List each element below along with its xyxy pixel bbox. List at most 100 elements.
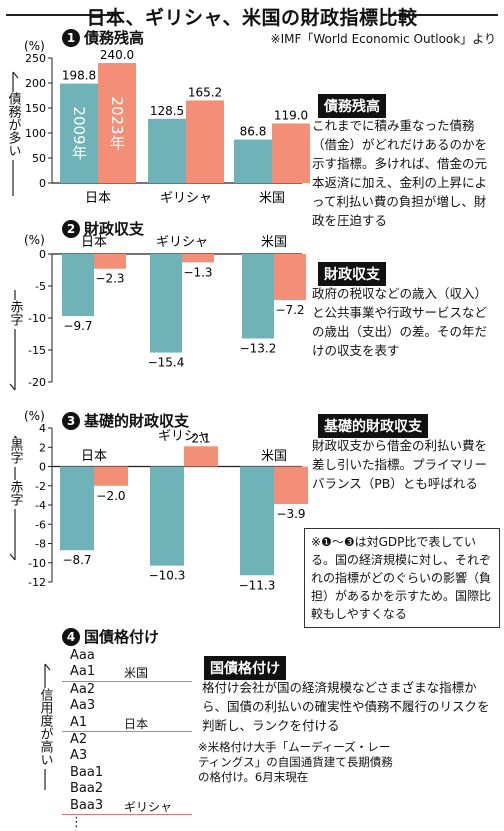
- rating-country-label: 日本: [124, 716, 149, 731]
- bar: [184, 446, 218, 467]
- bar-value-label: −13.2: [240, 341, 277, 355]
- bar: [272, 123, 310, 183]
- rating-level-label: Aaa: [70, 648, 95, 663]
- category-label: 米国: [259, 191, 285, 206]
- bar: [62, 254, 94, 317]
- rating-level-label: Baa1: [70, 764, 104, 780]
- bar: [94, 254, 126, 269]
- bar-value-label: 165.2: [188, 85, 222, 99]
- section-number-badge: 1: [62, 28, 80, 47]
- primary-description: 財政収支から借金の利払い費を差し引いた指標。プライマリーバランス（PB）とも呼ば…: [312, 438, 488, 491]
- rating-level-row: A1 日本: [62, 715, 192, 732]
- bar: [186, 100, 224, 183]
- debt-chart: (%) 0 50 100 150 200 250 198.8 240.0 日本 128.5 165.2…: [24, 40, 310, 206]
- bar-value-label: 240.0: [100, 48, 134, 62]
- source-note: ※IMF「World Economic Outlook」より: [270, 32, 496, 46]
- section-number-badge: 4: [62, 627, 80, 646]
- rating-country-label: ギリシャ: [124, 799, 173, 814]
- section-number-badge: 2: [62, 219, 80, 238]
- title-rule-right: [388, 14, 498, 16]
- rating-level-row: Aa3: [62, 698, 192, 714]
- balance-side-label: 赤字: [8, 300, 23, 329]
- bar-value-label: 2.1: [191, 431, 210, 445]
- bar: [234, 139, 272, 183]
- bar-value-label: 119.0: [274, 109, 308, 123]
- y-tick-label: -20: [28, 376, 46, 389]
- bar: [150, 254, 182, 353]
- bar: [98, 63, 136, 183]
- rating-level-label: Baa2: [70, 781, 104, 797]
- y-tick-label: 150: [25, 102, 46, 115]
- rating-level-row: Baa3 ギリシャ: [62, 798, 192, 815]
- bar-value-label: 86.8: [240, 125, 267, 139]
- bar-value-label: 198.8: [62, 69, 96, 83]
- rating-level-row: Baa2: [62, 781, 192, 797]
- gdp-ratio-note: ※❶〜❸は対GDP比で表している。国の経済規模に対し、それぞれの指標がどのぐらい…: [304, 528, 500, 628]
- bar: [240, 466, 274, 576]
- bar-value-label: −15.4: [148, 356, 185, 370]
- rating-side-label: 信用度が高い: [38, 688, 53, 769]
- y-axis-unit: (%): [24, 410, 45, 423]
- section-number-badge: 3: [62, 411, 80, 430]
- section-title-text: 国債格付け: [84, 628, 160, 646]
- rating-footnote: ※米格付け大手「ムーディーズ・レーティングス」の自国通貨建て長期債務の格付け。6…: [198, 740, 393, 784]
- rating-level-row: A2: [62, 732, 192, 748]
- bar-value-label: 128.5: [150, 104, 184, 118]
- section-title-text: 財政収支: [84, 220, 145, 238]
- bar: [274, 254, 306, 301]
- rating-level-row: Aa2: [62, 682, 192, 698]
- y-tick-label: 0: [39, 177, 46, 190]
- y-tick-label: -6: [35, 518, 46, 531]
- infographic-page: 日本、ギリシャ、米国の財政指標比較 ※IMF「World Economic Ou…: [6, 7, 500, 830]
- section-balance-title: 2 財政収支: [62, 218, 144, 239]
- rating-box-heading: 国債格付け: [204, 656, 286, 680]
- rating-country-label: 米国: [124, 666, 149, 681]
- rating-level-label: A1: [70, 714, 88, 730]
- category-label: 米国: [261, 235, 287, 250]
- y-tick-label: 0: [39, 461, 46, 474]
- balance-box-heading: 財政収支: [318, 262, 386, 286]
- rating-level-label: ⋮: [70, 814, 83, 830]
- primary-balance-chart: (%)4 2 0 -2 -4 -6 -8 -10 -12 −8.7 −2.0 日本 −10.3 2.1ギリ…: [24, 410, 308, 592]
- y-tick-label: 50: [32, 152, 46, 165]
- category-label: 米国: [261, 449, 287, 464]
- y-tick-label: -12: [28, 576, 46, 589]
- rating-level-label: Aa2: [70, 681, 96, 697]
- rating-scale: Aaa Aa1 米国 Aa2 Aa3 A1 日本 A2 A3 Baa1 Baa2 Baa3 ギリシャ ⋮: [62, 648, 192, 831]
- y-axis-unit: (%): [24, 40, 45, 53]
- debt-description: これまでに積み重なった債務（借金）がどれだけあるのかを示す指標。多ければ、借金の…: [312, 118, 488, 228]
- legend-series-label: 2023年: [108, 96, 126, 149]
- bar-value-label: −9.7: [63, 319, 92, 333]
- bar-value-label: −8.7: [62, 553, 91, 567]
- category-label: 日本: [81, 449, 107, 464]
- category-label: ギリシャ: [160, 191, 212, 206]
- bar: [242, 254, 274, 339]
- bar-value-label: −3.9: [276, 507, 305, 521]
- primary-box-heading: 基礎的財政収支: [318, 414, 428, 438]
- bar-value-label: −7.2: [275, 303, 304, 317]
- rating-level-row: ⋮: [62, 815, 192, 831]
- y-tick-label: -10: [28, 557, 46, 570]
- rating-description: 格付け会社が国の経済規模などさまざまな指標から、国債の利払いの確実性や債務不履行…: [202, 680, 490, 733]
- section-debt-title: 1 債務残高: [62, 27, 144, 48]
- y-tick-label: -4: [35, 499, 46, 512]
- rating-level-label: A3: [70, 748, 88, 764]
- y-tick-label: 100: [25, 127, 46, 140]
- debt-box-heading: 債務残高: [318, 94, 386, 118]
- y-tick-label: -10: [28, 312, 46, 325]
- y-axis-unit: (%): [24, 233, 45, 247]
- rating-level-row: Baa1: [62, 765, 192, 781]
- y-tick-label: -15: [28, 344, 46, 357]
- bar: [148, 118, 186, 183]
- category-label: ギリシャ: [156, 235, 208, 250]
- rating-level-row: A3: [62, 748, 192, 764]
- bar: [274, 466, 308, 505]
- rating-level-label: Aa1: [70, 664, 96, 680]
- bar: [60, 466, 94, 551]
- bar: [182, 254, 214, 263]
- rating-level-row: Aa1 米国: [62, 664, 192, 682]
- category-label: 日本: [81, 235, 107, 250]
- legend-series-label: 2009年: [70, 106, 88, 159]
- primary-side-label-surplus: 黒字: [8, 438, 23, 467]
- rating-level-label: A2: [70, 731, 88, 747]
